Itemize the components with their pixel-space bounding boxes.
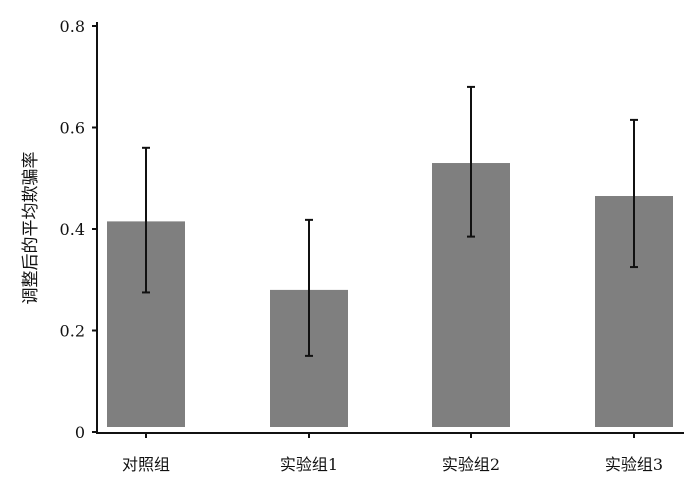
y-tick-label: 0.4 (60, 220, 85, 239)
x-category-label: 对照组 (122, 455, 170, 474)
y-tick-label: 0.2 (60, 322, 85, 341)
bars (107, 163, 673, 427)
y-axis-title: 调整后的平均欺骗率 (21, 152, 41, 305)
x-category-label: 实验组3 (605, 455, 663, 474)
axes (92, 22, 684, 438)
x-category-label: 实验组2 (442, 455, 500, 474)
y-tick-label: 0 (75, 423, 85, 442)
labels: 0 0.2 0.4 0.6 0.8 对照组 实验组1 实验组2 实验组3 (60, 17, 664, 474)
error-bars (142, 85, 638, 357)
y-tick-label: 0.8 (60, 17, 85, 36)
y-tick-label: 0.6 (60, 119, 85, 138)
x-category-label: 实验组1 (280, 455, 338, 474)
